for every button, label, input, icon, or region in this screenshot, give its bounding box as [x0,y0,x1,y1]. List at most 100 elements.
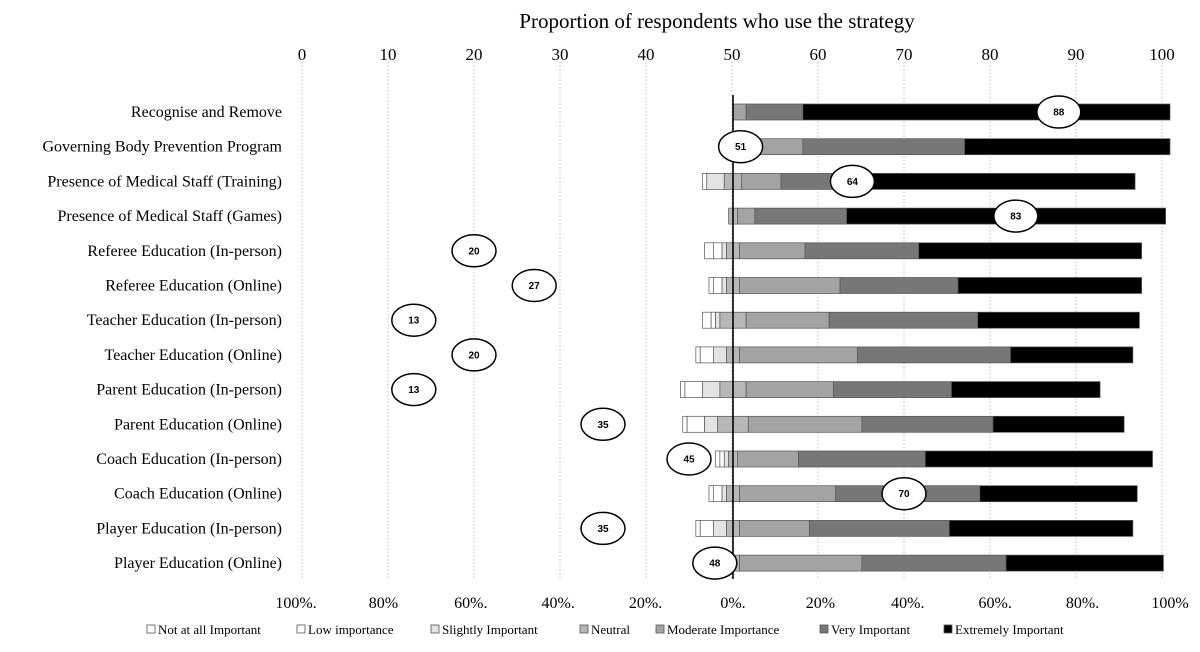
legend-item: Neutral [579,622,630,637]
usage-value-label: 27 [529,281,541,292]
usage-oval-shape [391,303,437,337]
bar-segment [710,311,716,329]
bar-segment [739,485,837,503]
usage-oval-shape [692,546,738,580]
category-labels: Recognise and Remove Governing Body Preve… [42,104,282,572]
bar-segment [992,415,1125,433]
top-tick-label: 10 [380,45,397,64]
usage-value-label: 35 [597,420,609,431]
usage-value-label: 88 [1053,108,1065,119]
usage-oval-shape [391,372,437,407]
legend-item: Not at all Important [146,622,261,637]
legend-swatch [430,624,440,634]
category-label: Player Education (Online) [114,555,282,572]
bar-segment [739,520,810,537]
bar-segment [948,520,1134,537]
legend-swatch [579,624,589,634]
bar-segment [699,520,714,537]
bar-segment [712,485,723,503]
usage-ovals: 88 51 64 83 20 27 13 20 13 35 45 70 35 48 [391,95,1082,580]
usage-oval-shape [717,129,764,164]
bottom-tick-label: 60%. [454,595,487,612]
usage-value-label: 35 [597,524,609,535]
bar-segment [737,207,756,225]
usage-oval: 20 [451,338,497,372]
legend-item: Extremely Important [943,622,1064,637]
bottom-tick-label: 40%. [542,595,575,612]
usage-oval-shape [451,338,497,372]
usage-value-label: 48 [709,559,721,570]
usage-oval: 13 [391,303,437,337]
bar-segment [721,277,727,294]
category-label: Teacher Education (In-person) [87,312,282,329]
legend-label: Not at all Important [158,622,261,637]
category-label: Recognise and Remove [131,104,282,121]
top-tick-label: 90 [1068,45,1085,64]
bar-row [726,554,1164,572]
usage-oval-shape [1036,95,1082,129]
usage-oval: 51 [717,129,764,164]
bar-segment [857,346,1011,364]
usage-oval: 27 [511,268,557,303]
legend-item: Low importance [296,622,394,637]
bar-row [728,207,1166,225]
legend-item: Very Important [819,622,910,637]
bar-segment [964,138,1171,156]
usage-oval-shape [829,164,876,199]
bar-segment [695,520,701,537]
usage-oval: 35 [580,407,626,442]
usage-oval: 48 [692,546,738,580]
bar-segment [712,277,723,294]
bar-segment [695,346,701,364]
category-label: Parent Education (Online) [114,416,282,433]
bar-segment [839,277,959,294]
bar-row [715,450,1153,468]
usage-oval-shape [666,442,712,476]
legend-swatch [296,624,306,634]
bar-segment [686,415,705,433]
bottom-tick-label: 100% [1151,595,1188,612]
bar-row [708,277,1142,294]
bar-segment [715,311,721,329]
usage-oval-shape [993,199,1039,233]
bar-segment [732,103,747,121]
bar-segment [739,554,863,572]
bar-segment [708,277,714,294]
top-tick-label: 70 [896,45,913,64]
bottom-tick-label: 20%. [629,595,662,612]
bottom-tick-label: 40%. [891,595,924,612]
category-label: Player Education (In-person) [96,520,282,537]
legend-swatch [943,624,953,634]
legend-item: Slightly Important [430,622,538,637]
usage-oval: 83 [993,199,1039,233]
bar-row [695,520,1134,537]
category-label: Coach Education (Online) [114,486,282,503]
usage-value-label: 45 [683,455,695,466]
usage-value-label: 13 [408,385,420,396]
category-label: Governing Body Prevention Program [42,139,282,156]
bar-segment [737,450,799,468]
bar-segment [802,138,965,156]
top-tick-label: 100 [1149,45,1175,64]
category-label: Referee Education (Online) [105,278,282,295]
legend-swatch [655,624,665,634]
category-label: Presence of Medical Staff (Training) [47,173,282,190]
bar-segment [741,173,782,190]
bar-segment [977,311,1140,329]
stacked-bars [680,103,1171,572]
bar-segment [699,346,714,364]
legend-label: Low importance [308,622,394,637]
bar-segment [957,277,1142,294]
bar-segment [712,242,723,260]
legend-item: Moderate Importance [655,622,779,637]
bar-segment [723,450,729,468]
usage-oval-shape [580,407,626,442]
bottom-axis-tick-labels: 100%. 80% 60%. 40%. 20%. 0%. 20% 40%. 60%. 80%. 10… [275,595,1188,612]
usage-oval-shape [580,511,626,546]
bar-segment [951,381,1101,398]
bottom-tick-label: 80%. [1066,595,1099,612]
usage-value-label: 64 [847,177,859,188]
category-label: Parent Education (In-person) [96,382,282,399]
bar-segment [1010,346,1134,364]
bar-segment [979,485,1138,503]
